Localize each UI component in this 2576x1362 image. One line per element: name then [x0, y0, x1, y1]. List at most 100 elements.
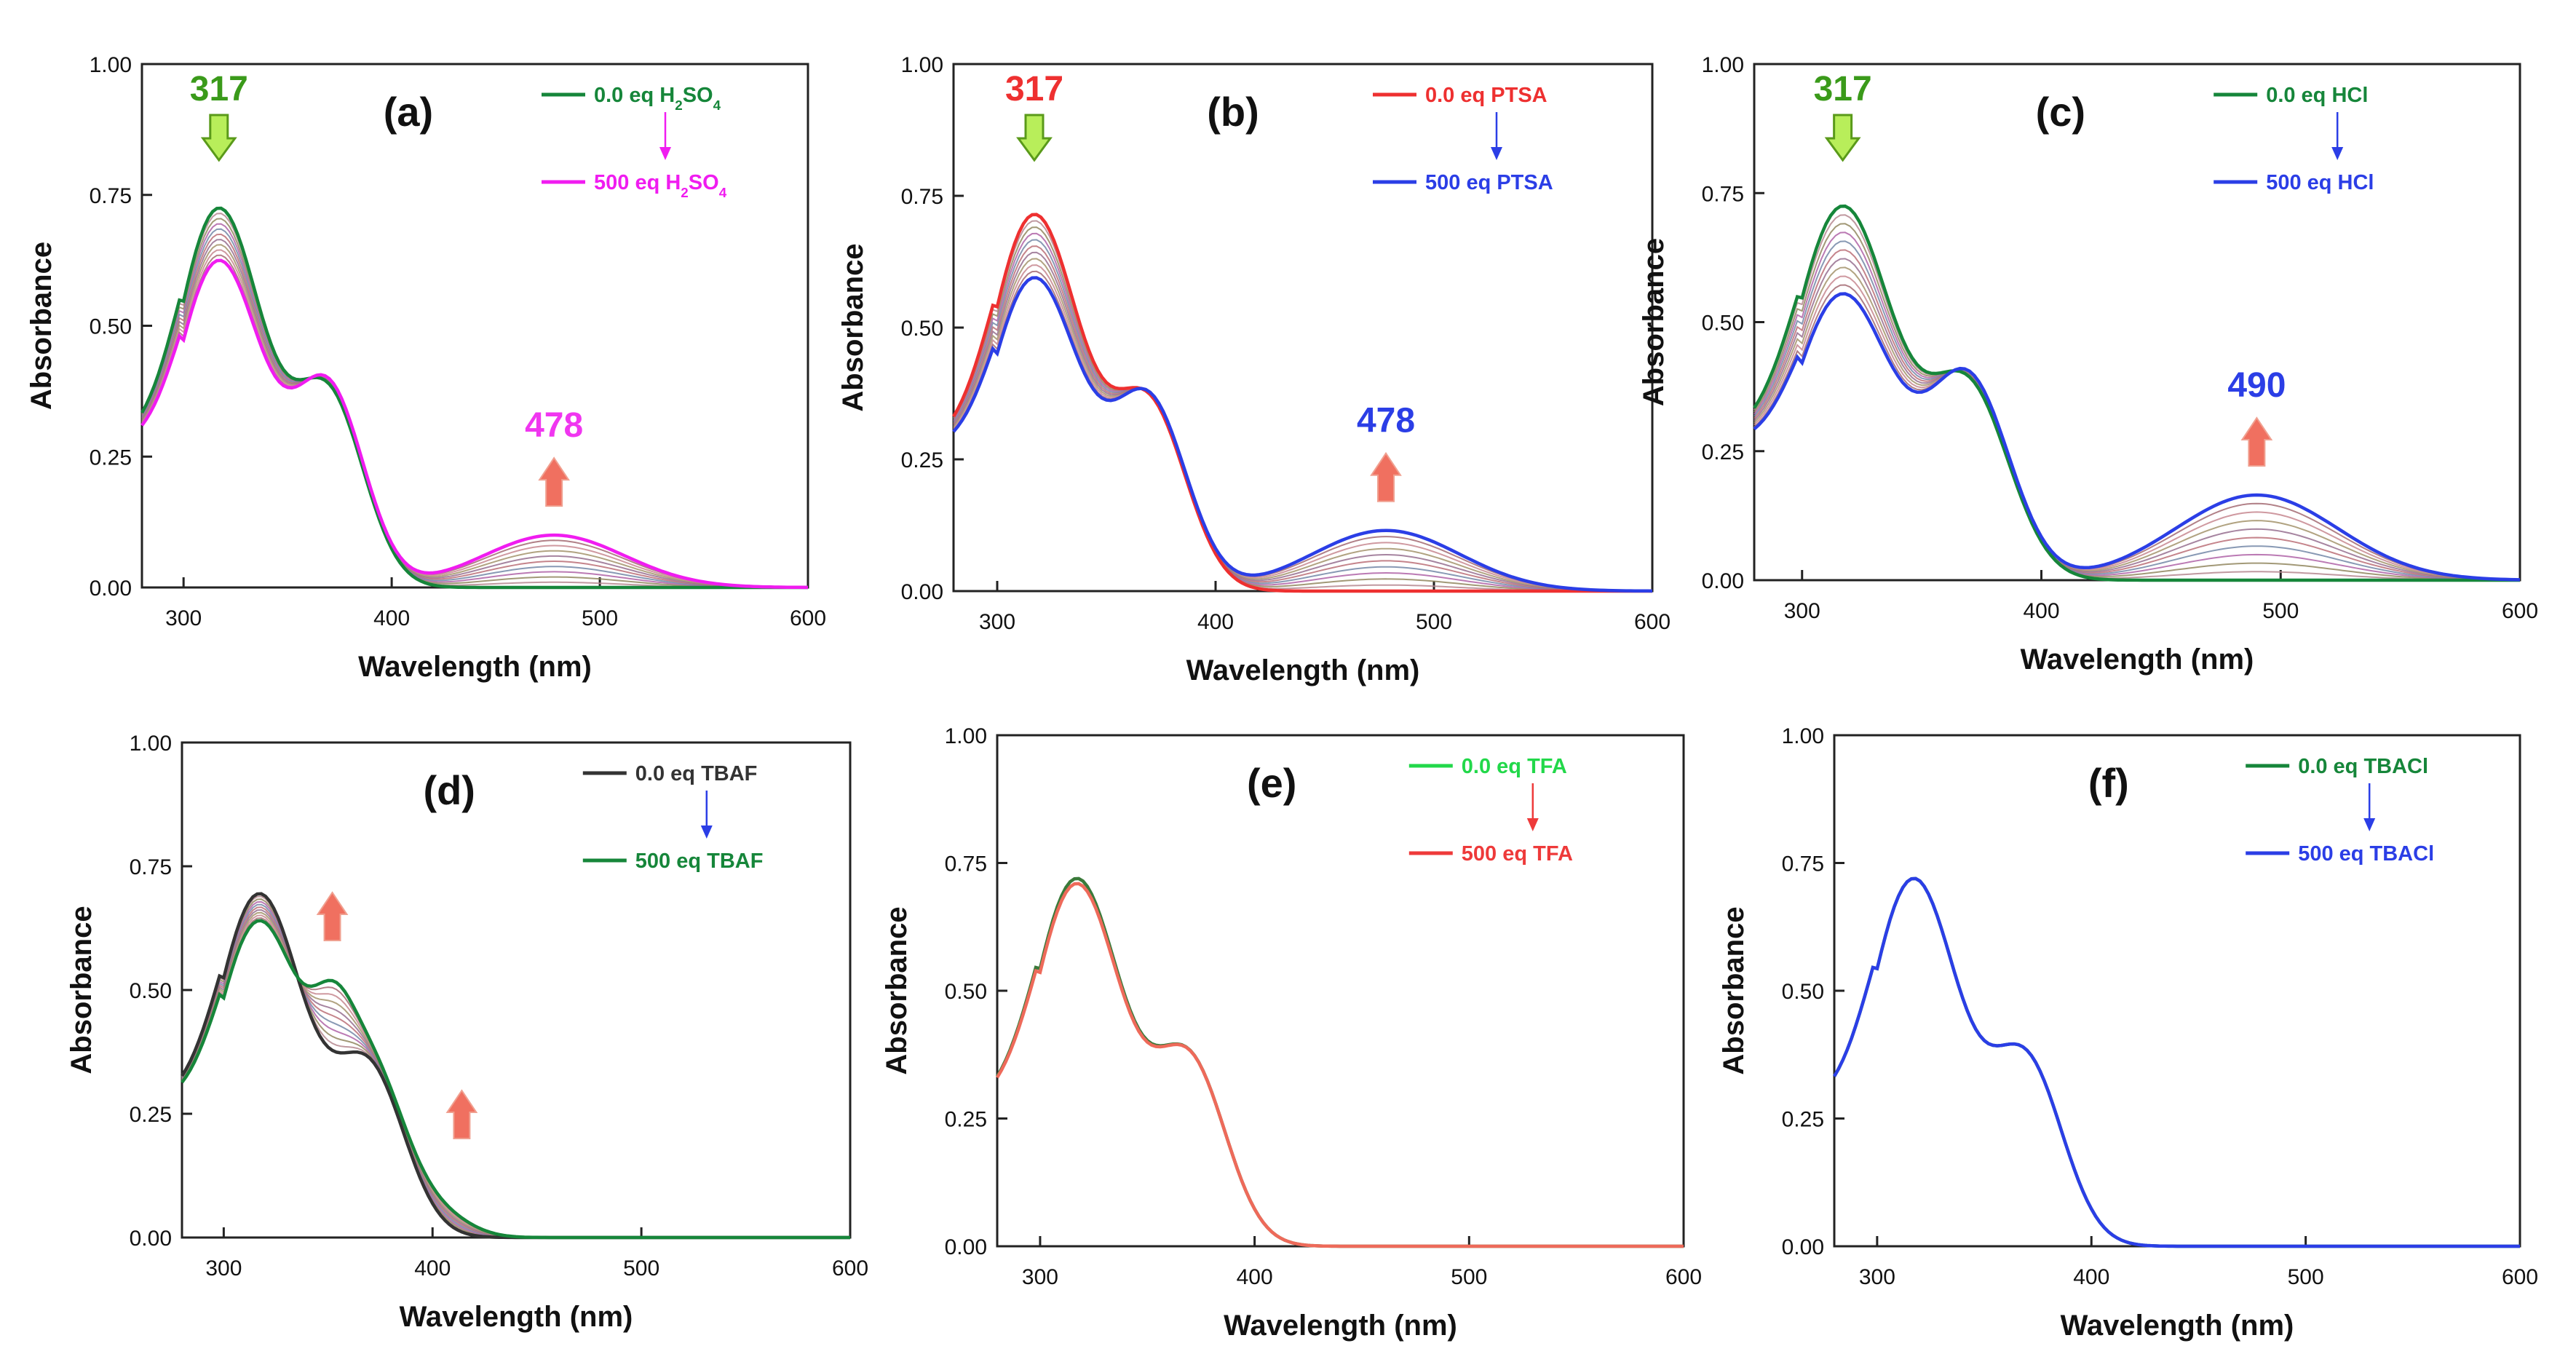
- panel-label: (c): [2036, 89, 2085, 135]
- intermediate-spectrum: [953, 258, 1652, 592]
- legend-start-label: 0.0 eq TBACl: [2298, 755, 2428, 778]
- plot-frame: [1833, 734, 2521, 1248]
- intermediate-spectrum: [953, 270, 1652, 592]
- y-axis-title: Absorbance: [66, 906, 98, 1074]
- x-tick-label: 400: [373, 606, 410, 630]
- down-arrow-icon: [1016, 114, 1053, 162]
- peak-label: 478: [1357, 402, 1415, 440]
- y-tick-label: 0.25: [901, 448, 943, 472]
- series-line-start: [952, 213, 1652, 593]
- intermediate-spectrum: [1753, 214, 2520, 581]
- x-tick-label: 500: [2288, 1265, 2324, 1289]
- panel-c: 300 400 500 600 0.00 0.25 0.50 0.75 1.00 Waveleng…: [1638, 53, 2538, 676]
- intermediate-spectrum: [953, 251, 1652, 592]
- legend-end-label: 500 eq TBACl: [2298, 842, 2434, 866]
- legend-end-label: 500 eq H2SO4: [594, 171, 727, 200]
- x-tick-label: 600: [1665, 1265, 1702, 1289]
- intermediate-spectrum: [1753, 240, 2521, 581]
- series-line-end: [181, 919, 850, 1240]
- intermediate-spectrum: [181, 914, 850, 1238]
- x-tick-label: 300: [1859, 1265, 1895, 1289]
- intermediate-spectrum: [1753, 275, 2521, 581]
- intermediate-spectrum: [1753, 266, 2521, 581]
- y-axis-title: Absorbance: [1718, 906, 1750, 1074]
- y-axis-title: Absorbance: [881, 906, 913, 1074]
- intermediate-spectrum: [141, 249, 808, 588]
- legend-arrow-head: [1491, 147, 1502, 160]
- y-tick-label: 0.00: [130, 1227, 172, 1251]
- legend-start-label: 0.0 eq H2SO4: [594, 84, 721, 113]
- intermediate-spectrum: [181, 900, 850, 1238]
- x-tick-label: 600: [790, 606, 826, 630]
- legend-end-label: 500 eq HCl: [2266, 171, 2374, 194]
- intermediate-spectrum: [1753, 223, 2520, 581]
- panel-label: (b): [1207, 89, 1259, 135]
- series-line-start: [1833, 876, 2520, 1248]
- x-tick-label: 600: [832, 1256, 868, 1280]
- peak-label: 317: [1005, 70, 1063, 108]
- x-tick-label: 600: [2502, 599, 2538, 623]
- legend-end-label: 500 eq TBAF: [635, 850, 764, 873]
- x-tick-label: 400: [1237, 1265, 1273, 1289]
- intermediate-spectrum: [953, 245, 1652, 592]
- panel-b: 300 400 500 600 0.00 0.25 0.50 0.75 1.00 Waveleng…: [837, 53, 1671, 686]
- y-tick-label: 0.50: [901, 317, 943, 341]
- peak-label: 478: [525, 406, 583, 445]
- intermediate-spectrum: [1753, 284, 2521, 581]
- legend-arrow-head: [1526, 818, 1539, 831]
- y-tick-label: 0.25: [1702, 440, 1744, 464]
- legend-end-label: 500 eq PTSA: [1425, 171, 1553, 194]
- y-tick-label: 0.50: [130, 979, 172, 1003]
- y-tick-label: 0.50: [90, 315, 132, 339]
- series-line-end: [1753, 292, 2521, 582]
- panel-label: (e): [1247, 760, 1296, 806]
- y-tick-label: 0.00: [1782, 1235, 1824, 1259]
- panel-d: 300 400 500 600 0.00 0.25 0.50 0.75 1.00 Waveleng…: [66, 732, 868, 1333]
- y-tick-label: 0.25: [130, 1103, 172, 1127]
- x-axis-title: Wavelength (nm): [1186, 654, 1420, 686]
- y-tick-label: 0.00: [1702, 569, 1744, 593]
- x-tick-label: 500: [1451, 1265, 1487, 1289]
- series-line-end: [996, 882, 1684, 1248]
- intermediate-spectrum: [1753, 258, 2520, 581]
- legend-start-label: 0.0 eq PTSA: [1425, 84, 1547, 107]
- legend-arrow-head: [700, 825, 713, 839]
- plot-frame: [996, 734, 1685, 1248]
- series-line-end: [140, 258, 808, 590]
- intermediate-spectrum: [181, 917, 850, 1238]
- legend-arrow-head: [659, 147, 671, 160]
- up-arrow-icon: [445, 1089, 478, 1139]
- y-tick-label: 0.25: [945, 1108, 987, 1132]
- x-tick-label: 300: [1784, 599, 1820, 623]
- x-axis-title: Wavelength (nm): [400, 1301, 633, 1333]
- x-tick-label: 300: [205, 1256, 242, 1280]
- intermediate-spectrum: [141, 254, 808, 588]
- y-tick-label: 0.00: [901, 580, 943, 604]
- series-line-end: [952, 276, 1653, 593]
- intermediate-spectrum: [181, 906, 850, 1238]
- y-tick-label: 0.00: [945, 1235, 987, 1259]
- intermediate-spectrum: [953, 232, 1652, 592]
- legend-arrow-head: [2331, 147, 2344, 160]
- series-line-start: [1753, 204, 2520, 582]
- intermediate-spectrum: [181, 903, 850, 1238]
- series-line-end: [1833, 876, 2520, 1248]
- x-tick-label: 300: [1022, 1265, 1058, 1289]
- y-tick-label: 0.75: [130, 855, 172, 879]
- plot-frame: [140, 63, 809, 589]
- legend-arrow-head: [2363, 818, 2376, 831]
- up-arrow-icon: [538, 456, 571, 507]
- up-arrow-icon: [2240, 416, 2273, 467]
- legend-start-label: 0.0 eq TBAF: [635, 762, 758, 785]
- panel-f: 300 400 500 600 0.00 0.25 0.50 0.75 1.00 Waveleng…: [1718, 724, 2538, 1342]
- panel-label: (d): [423, 767, 475, 813]
- up-arrow-icon: [1370, 451, 1402, 502]
- y-tick-label: 1.00: [901, 53, 943, 77]
- panel-label: (f): [2088, 760, 2129, 806]
- plot-frame: [952, 63, 1654, 593]
- legend-end-label: 500 eq TFA: [1462, 842, 1573, 866]
- y-tick-label: 0.50: [1702, 312, 1744, 336]
- peak-label: 317: [190, 70, 248, 108]
- y-tick-label: 0.75: [1782, 852, 1824, 876]
- y-tick-label: 0.25: [1782, 1108, 1824, 1132]
